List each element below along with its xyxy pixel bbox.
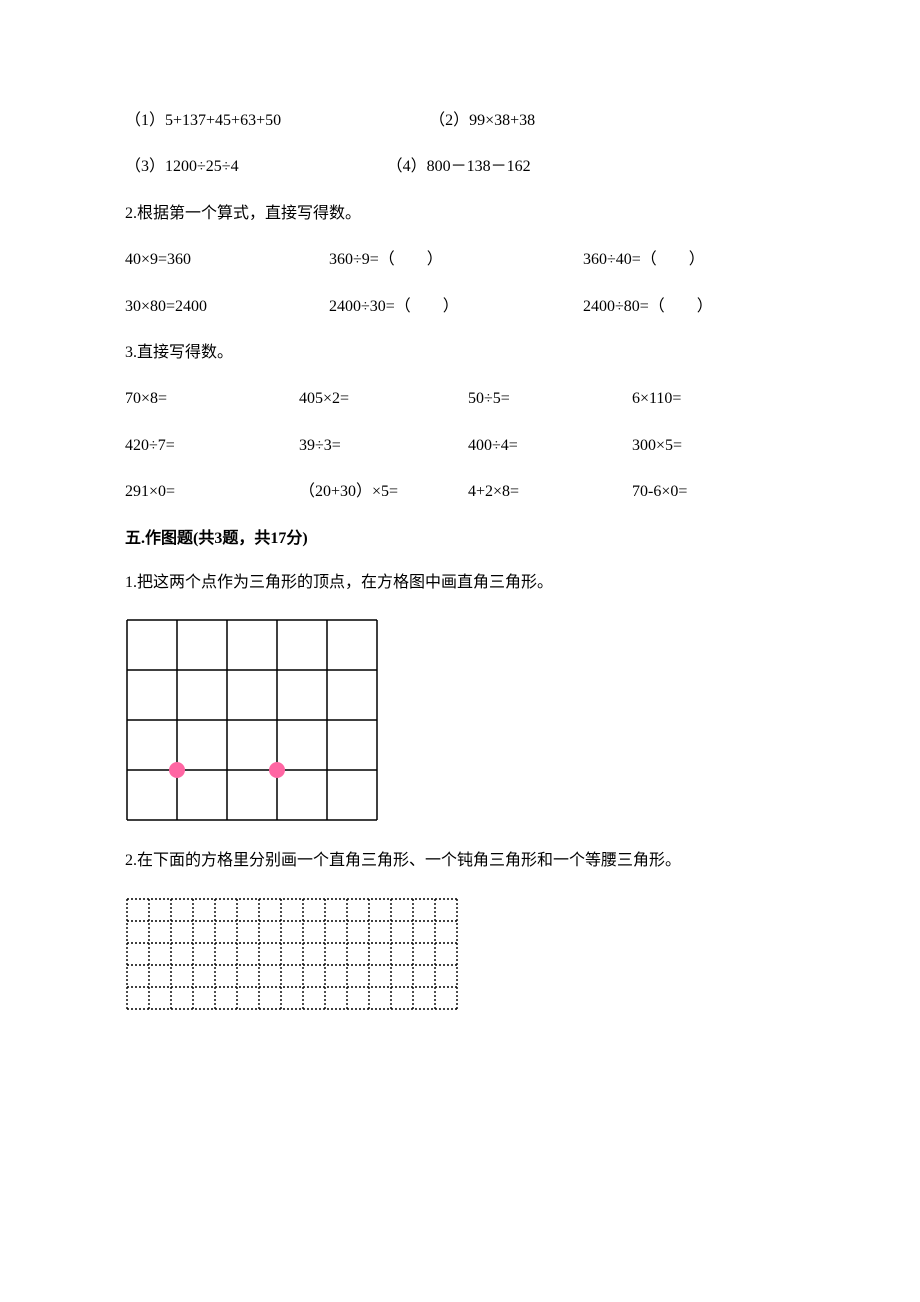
grid-figure-1 <box>125 618 795 822</box>
problem-1-text: 1.把这两个点作为三角形的顶点，在方格图中画直角三角形。 <box>125 572 795 594</box>
q2-r1-b: 360÷9=（ ） <box>329 249 579 271</box>
grid-svg-2 <box>125 897 459 1011</box>
q1-item-1: （1）5+137+45+63+50 <box>125 112 281 129</box>
q3-r3-4: 70-6×0= <box>632 481 792 503</box>
q3-r1-3: 50÷5= <box>468 388 628 410</box>
q1-item-2: （2）99×38+38 <box>429 112 535 129</box>
q3-lead: 3.直接写得数。 <box>125 342 795 364</box>
q2-row-1: 40×9=360 360÷9=（ ） 360÷40=（ ） <box>125 249 795 271</box>
q3-row-1: 70×8= 405×2= 50÷5= 6×110= <box>125 388 795 410</box>
q1-item-3: （3）1200÷25÷4 <box>125 158 239 175</box>
q3-r2-4: 300×5= <box>632 435 792 457</box>
problem-2-text: 2.在下面的方格里分别画一个直角三角形、一个钝角三角形和一个等腰三角形。 <box>125 850 795 872</box>
q2-r1-c: 360÷40=（ ） <box>583 249 783 271</box>
q3-row-2: 420÷7= 39÷3= 400÷4= 300×5= <box>125 435 795 457</box>
q2-row-2: 30×80=2400 2400÷30=（ ） 2400÷80=（ ） <box>125 296 795 318</box>
q3-r2-3: 400÷4= <box>468 435 628 457</box>
section-5-heading: 五.作图题(共3题，共17分) <box>125 528 795 550</box>
q3-r3-1: 291×0= <box>125 481 295 503</box>
q2-r2-c: 2400÷80=（ ） <box>583 296 783 318</box>
q2-r2-a: 30×80=2400 <box>125 296 325 318</box>
grid-svg-1 <box>125 618 379 822</box>
q2-lead: 2.根据第一个算式，直接写得数。 <box>125 203 795 225</box>
q1-row-1: （1）5+137+45+63+50 （2）99×38+38 <box>125 110 795 132</box>
grid-figure-2 <box>125 897 795 1011</box>
q3-r1-4: 6×110= <box>632 388 792 410</box>
q3-r3-2: （20+30）×5= <box>299 481 464 503</box>
q1-row-2: （3）1200÷25÷4 （4）800－138－162 <box>125 156 795 178</box>
q3-row-3: 291×0= （20+30）×5= 4+2×8= 70-6×0= <box>125 481 795 503</box>
q3-r2-2: 39÷3= <box>299 435 464 457</box>
q3-r2-1: 420÷7= <box>125 435 295 457</box>
q3-r3-3: 4+2×8= <box>468 481 628 503</box>
q3-r1-2: 405×2= <box>299 388 464 410</box>
q2-r1-a: 40×9=360 <box>125 249 325 271</box>
worksheet-page: （1）5+137+45+63+50 （2）99×38+38 （3）1200÷25… <box>0 0 920 1101</box>
q2-r2-b: 2400÷30=（ ） <box>329 296 579 318</box>
q1-item-4: （4）800－138－162 <box>387 158 531 175</box>
q3-r1-1: 70×8= <box>125 388 295 410</box>
